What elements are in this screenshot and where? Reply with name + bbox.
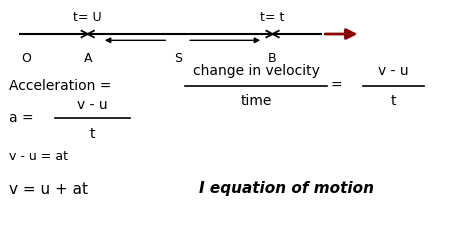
Text: B: B <box>268 52 277 65</box>
Text: S: S <box>174 52 182 65</box>
Text: t= U: t= U <box>73 11 102 24</box>
Text: t= t: t= t <box>260 11 285 24</box>
Text: t: t <box>391 94 396 108</box>
Text: =: = <box>331 79 342 93</box>
Text: Acceleration =: Acceleration = <box>9 79 112 93</box>
Text: A: A <box>83 52 92 65</box>
Text: a =: a = <box>9 111 34 125</box>
Text: v = u + at: v = u + at <box>9 181 89 197</box>
Text: t: t <box>90 127 95 141</box>
Text: v - u: v - u <box>77 98 108 112</box>
Text: I equation of motion: I equation of motion <box>199 181 374 197</box>
Text: time: time <box>240 94 272 108</box>
Text: v - u = at: v - u = at <box>9 150 68 163</box>
Text: v - u: v - u <box>378 64 409 78</box>
Text: change in velocity: change in velocity <box>192 64 319 78</box>
Text: O: O <box>21 52 31 65</box>
